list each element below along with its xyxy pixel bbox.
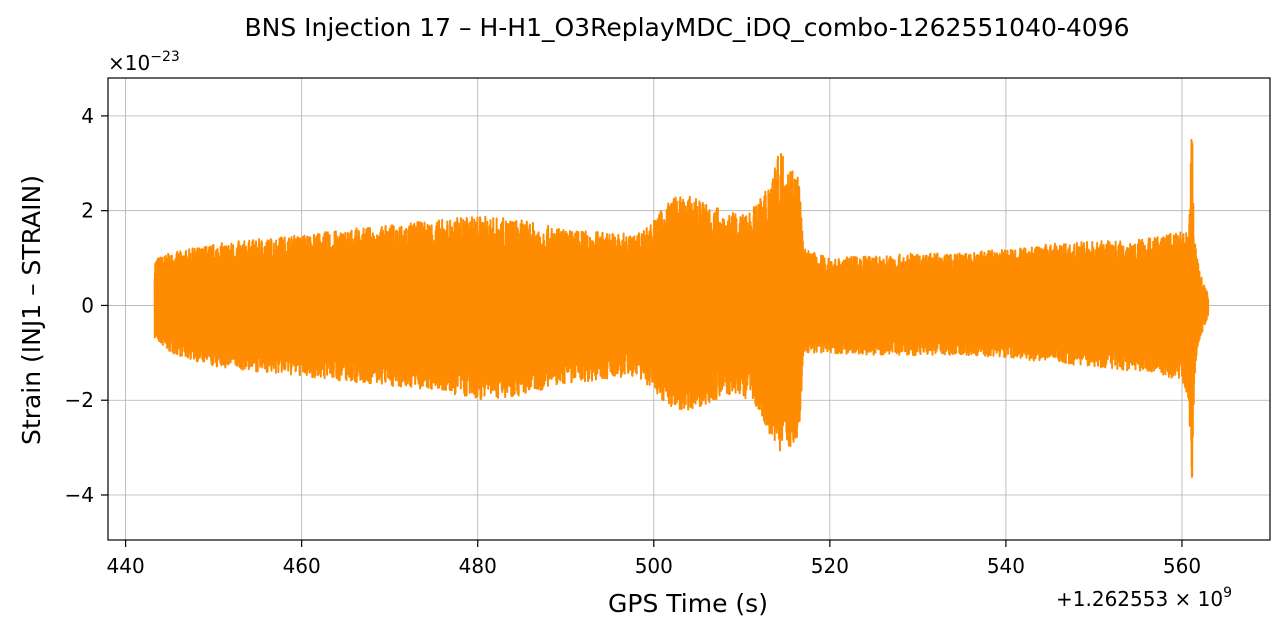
y-ticks: −4 −2 0 2 4 [65,104,108,507]
y-tick-label: 2 [81,199,94,223]
y-tick-label: −4 [65,483,94,507]
x-tick-label: 540 [987,554,1025,578]
x-axis-label: GPS Time (s) [608,589,768,618]
x-offset-label: +1.262553 × 109 [1056,585,1232,611]
y-scale-base: ×10 [108,51,150,75]
x-tick-label: 440 [107,554,145,578]
y-tick-label: −2 [65,388,94,412]
y-scale-label: ×10−23 [108,49,180,75]
x-ticks: 440 460 480 500 520 540 560 [107,540,1201,578]
x-tick-label: 560 [1163,554,1201,578]
x-tick-label: 500 [635,554,673,578]
x-offset-base: +1.262553 × 10 [1056,587,1223,611]
axes-frame [107,77,1271,541]
y-scale-exponent: −23 [150,49,180,65]
x-offset-exponent: 9 [1223,585,1232,601]
x-tick-label: 520 [811,554,849,578]
y-tick-label: 4 [81,104,94,128]
x-tick-label: 460 [283,554,321,578]
chart-title: BNS Injection 17 – H-H1_O3ReplayMDC_iDQ_… [244,13,1129,42]
series-group [153,138,1210,478]
y-axis-label: Strain (INJ1 – STRAIN) [17,175,46,445]
y-tick-label: 0 [81,293,94,317]
x-tick-label: 480 [459,554,497,578]
strain-series-line [153,138,1210,478]
